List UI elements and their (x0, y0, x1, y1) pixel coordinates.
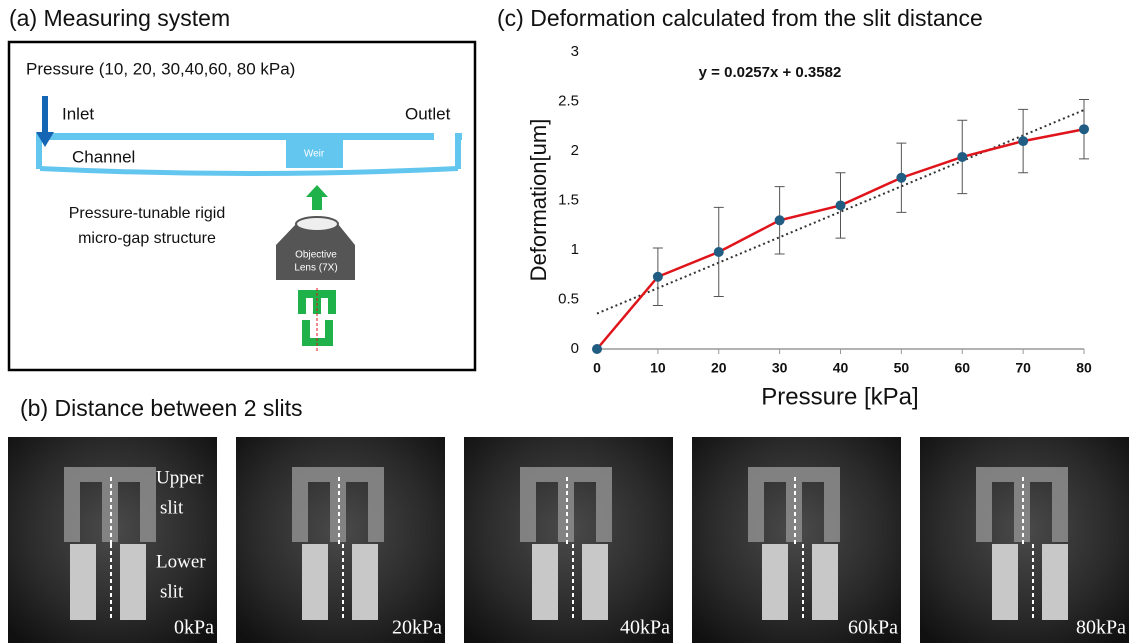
lens-label: Objective (295, 250, 337, 261)
pressure-label: 80kPa (1076, 617, 1126, 639)
lower-slit (812, 544, 838, 620)
inlet-label: Inlet (62, 104, 94, 123)
data-point (775, 215, 785, 225)
data-point (1018, 136, 1028, 146)
lens-label: Lens (7X) (294, 263, 337, 274)
data-point (714, 247, 724, 257)
data-point (896, 173, 906, 183)
x-tick-label: 10 (650, 360, 666, 376)
pressure-label: 40kPa (620, 617, 670, 639)
lower-slit (352, 544, 378, 620)
figure: (a) Measuring system Pressure (10, 20, 3… (0, 0, 1130, 643)
x-axis-title: Pressure [kPa] (761, 383, 918, 410)
data-point (653, 272, 663, 282)
x-tick-label: 70 (1015, 360, 1031, 376)
data-point (836, 200, 846, 210)
panel-title: (a) Measuring system (9, 5, 230, 31)
pressure-label: 0kPa (174, 617, 214, 639)
weir-label: Weir (304, 149, 325, 160)
structure-label: Pressure-tunable rigid (69, 205, 226, 222)
x-tick-label: 50 (894, 360, 910, 376)
lower-slit (582, 544, 608, 620)
pressure-label: 20kPa (392, 617, 442, 639)
slit-label: slit (160, 497, 184, 518)
y-tick-label: 1.5 (558, 191, 579, 208)
y-axis-title: Deformation[um] (526, 119, 551, 282)
x-tick-label: 30 (772, 360, 788, 376)
light-arrow (306, 185, 328, 210)
x-tick-label: 0 (593, 360, 601, 376)
lower-slit (302, 544, 328, 620)
x-tick-label: 40 (833, 360, 849, 376)
y-tick-label: 1 (571, 241, 579, 258)
image-row: 0kPa Upper slit Lower slit 20kPa 40kPa 60kPa 80k… (8, 437, 1129, 643)
data-point (957, 152, 967, 162)
lower-slit (532, 544, 558, 620)
x-tick-label: 60 (954, 360, 970, 376)
data-point (1079, 124, 1089, 134)
outlet-label: Outlet (405, 104, 451, 123)
pressure-label: Pressure (10, 20, 30,40,60, 80 kPa) (26, 59, 295, 78)
x-tick-label: 80 (1076, 360, 1092, 376)
y-tick-label: 0.5 (558, 290, 579, 307)
lower-slit (70, 544, 96, 620)
y-tick-label: 3 (571, 43, 579, 60)
lower-slit (762, 544, 788, 620)
data-point (592, 344, 602, 354)
lower-slit (1042, 544, 1068, 620)
channel-label: Channel (72, 147, 135, 166)
trend-equation: y = 0.0257x + 0.3582 (699, 64, 842, 81)
y-tick-label: 0 (571, 340, 579, 357)
series-line (597, 129, 1084, 349)
lower-slit (120, 544, 146, 620)
slit-label: Lower (156, 551, 206, 572)
chart-title: (c) Deformation calculated from the slit… (497, 5, 983, 31)
structure-label: micro-gap structure (78, 230, 216, 247)
lens-top (296, 217, 338, 231)
y-tick-label: 2.5 (558, 92, 579, 109)
panel-title: (b) Distance between 2 slits (20, 395, 303, 421)
x-tick-label: 20 (711, 360, 727, 376)
lower-slit (992, 544, 1018, 620)
pressure-label: 60kPa (848, 617, 898, 639)
y-tick-label: 2 (571, 142, 579, 159)
slit-label: Upper (156, 467, 204, 488)
slit-label: slit (160, 581, 184, 602)
